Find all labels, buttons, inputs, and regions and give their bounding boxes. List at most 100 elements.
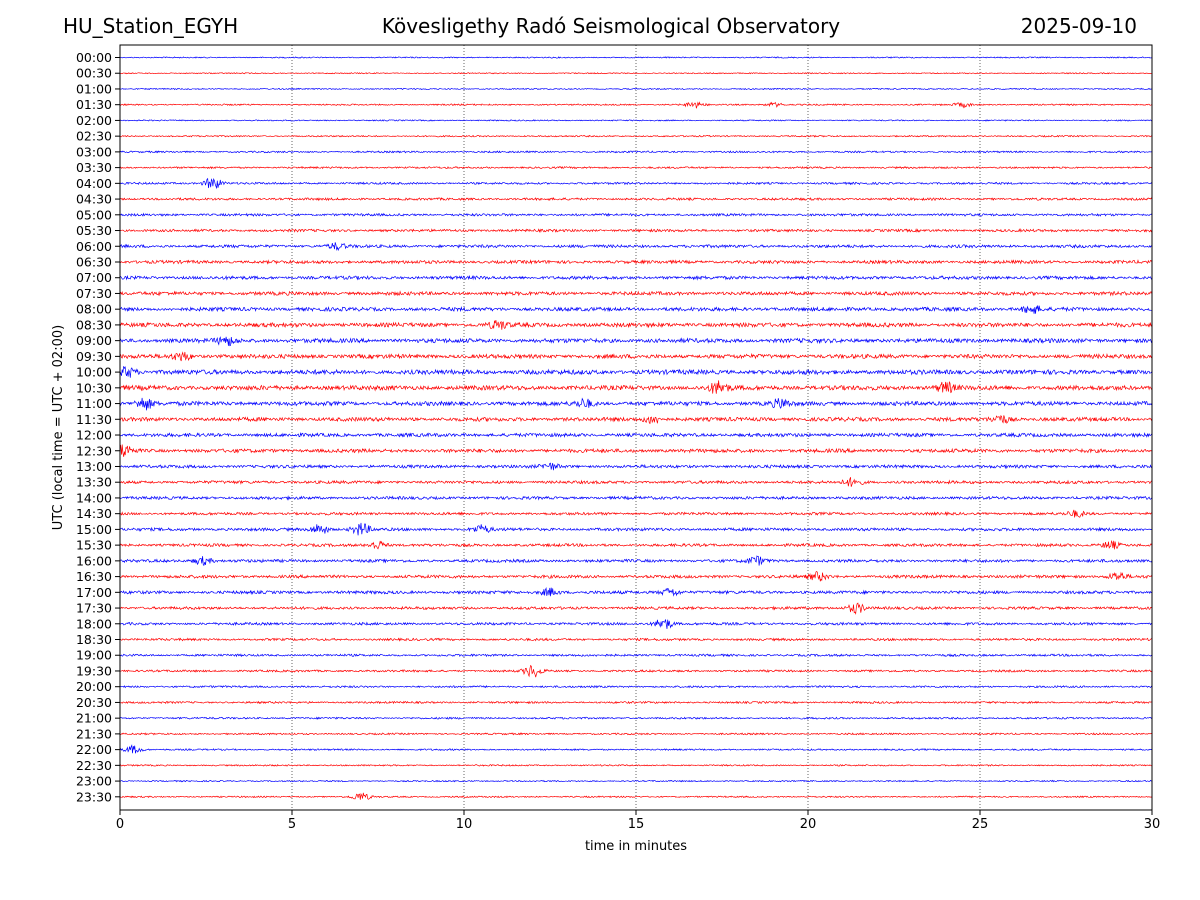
trace-line [119,134,1153,138]
trace-line [119,274,1153,281]
y-tick-label: 12:00 [76,428,112,443]
trace-line [119,177,1153,190]
trace-line [119,319,1153,330]
y-tick-label: 22:30 [76,758,112,773]
y-tick-label: 23:30 [76,789,112,804]
y-tick-label: 18:30 [76,632,112,647]
y-tick-label: 13:00 [76,459,112,474]
trace-line [119,336,1153,347]
y-tick-label: 12:30 [76,443,112,458]
trace-line [119,664,1153,678]
y-tick-label: 15:30 [76,538,112,553]
y-tick-label: 00:30 [76,66,112,81]
trace-line [119,555,1153,566]
y-tick-label: 06:30 [76,254,112,269]
trace-line [119,477,1153,487]
y-tick-label: 21:00 [76,711,112,726]
y-tick-label: 02:00 [76,113,112,128]
trace-line [119,380,1153,394]
trace-line [119,685,1153,689]
y-tick-label: 08:00 [76,302,112,317]
y-tick-label: 11:00 [76,396,112,411]
trace-line [119,571,1153,582]
y-tick-label: 00:00 [76,50,112,65]
x-axis-label: time in minutes [585,839,687,854]
y-tick-label: 03:00 [76,144,112,159]
trace-line [119,366,1153,378]
trace-line [119,87,1153,91]
observatory-title: Kövesligethy Radó Seismological Observat… [381,14,841,38]
trace-line [119,228,1153,233]
y-tick-label: 22:00 [76,742,112,757]
trace-line [119,539,1153,550]
trace-line [119,792,1153,800]
x-tick-label: 5 [288,817,296,832]
trace-line [119,305,1153,314]
trace-line [119,101,1153,109]
trace-line [119,637,1153,642]
y-tick-label: 04:00 [76,176,112,191]
x-tick-label: 10 [456,817,473,832]
trace-line [119,290,1153,297]
trace-line [119,619,1153,629]
trace-line [119,414,1153,425]
trace-line [119,587,1153,597]
x-tick-label: 20 [800,817,817,832]
trace-line [119,212,1153,217]
y-tick-label: 10:30 [76,380,112,395]
y-tick-label: 16:00 [76,553,112,568]
trace-line [119,397,1153,411]
trace-line [119,444,1153,457]
y-tick-label: 17:30 [76,601,112,616]
x-tick-label: 0 [116,817,124,832]
y-tick-label: 04:30 [76,192,112,207]
y-tick-label: 02:30 [76,129,112,144]
trace-line [119,522,1153,536]
trace-line [119,242,1153,252]
trace-line [119,119,1153,122]
y-tick-label: 19:30 [76,663,112,678]
trace-line [119,196,1153,202]
y-tick-label: 17:00 [76,585,112,600]
y-tick-label: 19:00 [76,648,112,663]
y-axis-ticks: 00:0000:3001:0001:3002:0002:3003:0003:30… [76,50,120,804]
trace-line [119,351,1153,362]
y-tick-label: 01:00 [76,81,112,96]
x-axis-ticks: 0 5 10 15 20 25 30 [116,810,1160,832]
y-tick-label: 09:30 [76,349,112,364]
trace-line [119,165,1153,170]
trace-line [119,431,1153,439]
trace-line [119,509,1153,518]
x-tick-label: 30 [1144,817,1161,832]
trace-line [119,462,1153,471]
trace-line [119,72,1153,75]
trace-line [119,779,1153,783]
station-label: HU_Station_EGYH [63,14,239,38]
y-tick-label: 05:30 [76,223,112,238]
x-tick-label: 25 [972,817,989,832]
y-tick-label: 16:30 [76,569,112,584]
trace-line [119,495,1153,501]
y-tick-label: 07:00 [76,270,112,285]
y-tick-label: 21:30 [76,726,112,741]
trace-line [119,732,1153,736]
trace-line [119,700,1153,705]
y-tick-label: 11:30 [76,412,112,427]
y-tick-label: 10:00 [76,365,112,380]
y-tick-label: 14:30 [76,506,112,521]
y-tick-label: 06:00 [76,239,112,254]
y-tick-label: 09:00 [76,333,112,348]
y-tick-label: 08:30 [76,317,112,332]
grid-lines [291,45,981,810]
y-tick-label: 07:30 [76,286,112,301]
trace-line [119,259,1153,265]
y-tick-label: 18:00 [76,616,112,631]
trace-line [119,150,1153,154]
y-tick-label: 15:00 [76,522,112,537]
trace-line [119,763,1153,767]
y-tick-label: 23:00 [76,774,112,789]
y-tick-label: 01:30 [76,97,112,112]
trace-line [119,653,1153,658]
trace-line [119,602,1153,615]
